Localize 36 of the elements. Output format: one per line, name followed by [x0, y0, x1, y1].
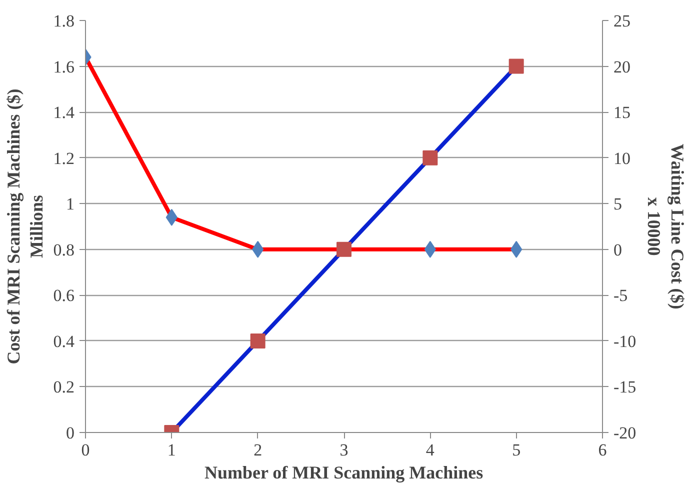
x-tick-label: 3 [340, 440, 348, 460]
y-tick-label: 1.6 [53, 57, 74, 76]
y-axis-title: Cost of MRI Scanning Machines ($) [4, 88, 24, 364]
y2-axis-title: Waiting Line Cost ($) [668, 144, 688, 310]
x-tick-label: 6 [598, 440, 607, 460]
y2-tick-label: 0 [614, 240, 622, 260]
y2-tick-label: -5 [614, 286, 628, 306]
x-tick-label: 0 [81, 440, 90, 460]
y2-tick-label: 10 [614, 148, 630, 168]
point [508, 58, 524, 74]
text: x 10000 [644, 197, 664, 256]
y2-tick-label: -10 [614, 332, 636, 351]
point [250, 333, 266, 348]
y-tick-label: 1.4 [53, 103, 75, 122]
point [336, 242, 352, 257]
x-tick-label: 5 [512, 440, 521, 460]
y-tick-label: 1.8 [53, 12, 74, 30]
y-tick-label: 1 [66, 194, 74, 214]
y2-tick-label: 25 [614, 12, 630, 30]
x-tick-label: 4 [426, 440, 435, 460]
y-tick-label: 0.6 [53, 286, 74, 306]
y2-tick-label: 15 [614, 103, 630, 122]
point [422, 150, 438, 166]
y-tick-label: 1.2 [53, 148, 74, 168]
text: Millions [26, 194, 46, 258]
y2-tick-label: 5 [614, 194, 622, 214]
y2-tick-label: -20 [614, 424, 636, 442]
y-tick-label: 0 [66, 424, 74, 442]
y-tick-label: 0.4 [53, 332, 75, 351]
x-tick-label: 2 [254, 440, 262, 460]
y2-tick-label: 20 [614, 57, 630, 76]
y2-tick-label: -15 [614, 378, 636, 397]
y-tick-label: 0.2 [53, 378, 74, 397]
y-tick-label: 0.8 [53, 240, 74, 260]
x-tick-label: 1 [167, 440, 176, 460]
x-axis-title: Number of MRI Scanning Machines [204, 462, 484, 482]
